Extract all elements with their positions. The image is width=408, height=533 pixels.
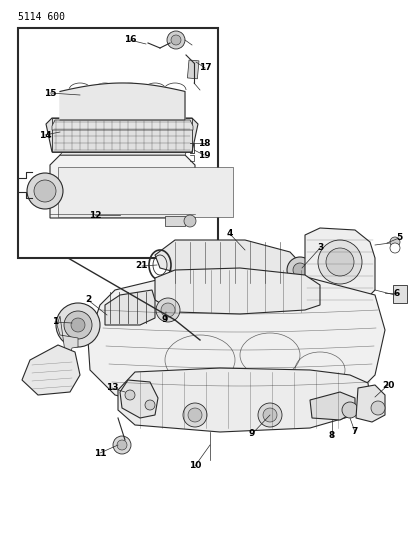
Circle shape xyxy=(183,403,207,427)
Text: 15: 15 xyxy=(44,88,56,98)
Bar xyxy=(165,216,185,226)
Circle shape xyxy=(326,248,354,276)
Circle shape xyxy=(161,303,175,317)
Polygon shape xyxy=(52,120,193,130)
Bar xyxy=(58,167,233,217)
Text: 13: 13 xyxy=(106,384,118,392)
Circle shape xyxy=(188,408,202,422)
Circle shape xyxy=(184,215,196,227)
Circle shape xyxy=(156,298,180,322)
Circle shape xyxy=(390,243,400,253)
Circle shape xyxy=(390,237,400,247)
Polygon shape xyxy=(46,118,198,152)
Circle shape xyxy=(342,402,358,418)
Bar xyxy=(52,118,192,152)
Circle shape xyxy=(287,257,313,283)
Text: 5: 5 xyxy=(396,233,402,243)
Circle shape xyxy=(371,401,385,415)
Text: 20: 20 xyxy=(382,381,394,390)
Bar xyxy=(18,28,218,258)
Circle shape xyxy=(167,31,185,49)
Text: 10: 10 xyxy=(189,462,201,471)
Polygon shape xyxy=(120,380,158,418)
Text: 5114 600: 5114 600 xyxy=(18,12,65,22)
Text: 9: 9 xyxy=(249,430,255,439)
Text: 6: 6 xyxy=(394,288,400,297)
Text: 19: 19 xyxy=(198,150,210,159)
Circle shape xyxy=(113,436,131,454)
Text: 4: 4 xyxy=(227,230,233,238)
Circle shape xyxy=(56,303,100,347)
Circle shape xyxy=(258,403,282,427)
Polygon shape xyxy=(60,143,190,155)
Text: 11: 11 xyxy=(94,448,106,457)
Circle shape xyxy=(171,35,181,45)
Circle shape xyxy=(293,263,307,277)
Text: 21: 21 xyxy=(136,262,148,271)
Text: 17: 17 xyxy=(199,63,211,72)
Polygon shape xyxy=(57,316,78,355)
Polygon shape xyxy=(305,228,375,305)
Text: 7: 7 xyxy=(352,427,358,437)
Text: 1: 1 xyxy=(52,318,58,327)
Polygon shape xyxy=(356,385,385,422)
Circle shape xyxy=(125,390,135,400)
Text: 16: 16 xyxy=(124,36,136,44)
Text: 3: 3 xyxy=(317,244,323,253)
Text: 14: 14 xyxy=(39,131,51,140)
Circle shape xyxy=(263,408,277,422)
Text: 18: 18 xyxy=(198,139,210,148)
Circle shape xyxy=(34,180,56,202)
Text: 9: 9 xyxy=(162,316,168,325)
Circle shape xyxy=(145,400,155,410)
Circle shape xyxy=(27,173,63,209)
Polygon shape xyxy=(310,392,355,420)
Bar xyxy=(393,285,407,303)
Polygon shape xyxy=(155,268,320,314)
Circle shape xyxy=(318,240,362,284)
Polygon shape xyxy=(88,272,385,415)
Text: 2: 2 xyxy=(85,295,91,304)
Polygon shape xyxy=(60,83,185,120)
Circle shape xyxy=(117,440,127,450)
Bar xyxy=(187,60,199,79)
Polygon shape xyxy=(155,240,305,285)
Polygon shape xyxy=(50,155,195,218)
Text: 12: 12 xyxy=(89,211,101,220)
Polygon shape xyxy=(105,290,155,325)
Text: 8: 8 xyxy=(329,432,335,440)
Circle shape xyxy=(71,318,85,332)
Circle shape xyxy=(64,311,92,339)
Polygon shape xyxy=(118,368,370,432)
Polygon shape xyxy=(22,345,80,395)
